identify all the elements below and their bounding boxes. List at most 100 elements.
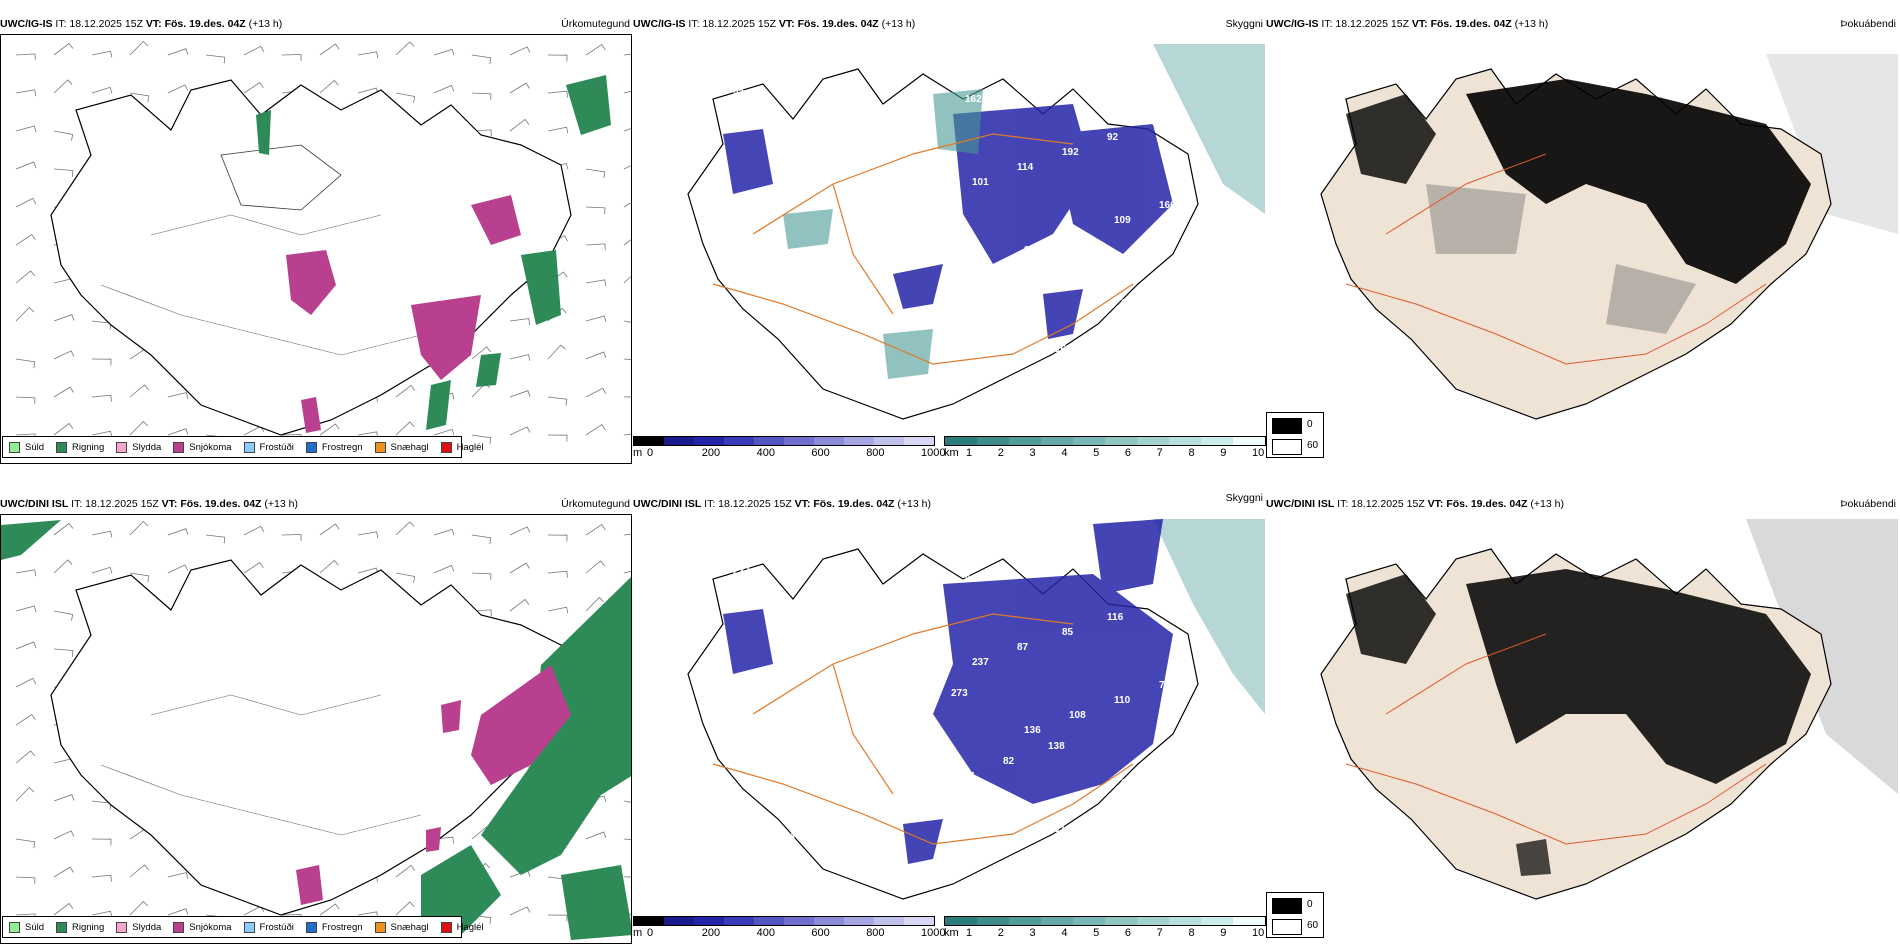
fog-light [1426,184,1696,334]
wind-barb [585,351,607,360]
cloud-base-label: 136 [913,306,930,317]
legend-label: Snjókoma [189,441,232,453]
wind-barb [91,86,113,94]
map-svg [1,520,631,940]
cloud-base-label: 93 [927,192,939,203]
cloud-map-row1[interactable]: 95 97 93 86 192 60 58 101 82 207 99 33 114 109 86 77 162… [633,34,1265,434]
colorbar-tick: 1000 [921,927,946,939]
legend-label: Slydda [132,441,162,453]
colorbar-tick: 8 [1188,447,1195,459]
wind-barb [547,534,568,542]
colorbar-cell [1009,437,1041,445]
wind-barb [547,606,569,614]
wind-barb [585,206,606,215]
wind-barb [15,750,35,764]
legend-item: Frostúði [243,441,294,453]
cloud-map-row2[interactable]: 227 95 82 136 154 104 149 237 108 115 103 121 87 110 9… [633,514,1265,914]
wind-barb [91,358,112,366]
cloud-base-label: 161 [1152,597,1169,608]
fog-dense [1346,569,1811,876]
wind-barb [547,344,566,360]
precip-map-row1[interactable] [0,34,632,464]
colorbar-tick: 0 [647,927,654,939]
wind-barb [623,432,631,439]
wind-barb [509,526,531,536]
wind-barb [623,160,631,170]
unit-label: m [633,447,643,459]
fog-map-row1[interactable] [1266,34,1898,434]
legend-swatch [305,921,317,933]
cloud-base-label: 95 [830,619,842,630]
colorbar-cell [664,437,694,445]
colorbar-cell [977,437,1009,445]
colorbar-cell [945,437,977,445]
wind-barb [243,81,264,94]
colorbar-tick: 600 [811,927,830,939]
legend-swatch [440,921,452,933]
legend-item: Snæhagl [374,441,429,453]
wind-barb [585,596,605,612]
wind-barb [167,564,189,574]
colorbar-cell [694,917,724,925]
wind-barb [53,314,75,322]
wind-barb [167,908,189,916]
map-svg [15,40,631,445]
wind-barb [53,902,74,916]
legend-item: Haglél [440,441,484,453]
wind-barb [53,794,75,802]
wind-barb [205,54,226,64]
colorbar-cell [1233,437,1265,445]
precip-map-row2[interactable] [0,514,632,944]
cloud-base-label: 192 [1062,147,1079,158]
cloud-base-label: 59 [1003,276,1015,287]
colorbar-cell [1169,437,1201,445]
legend-item: Súld [9,921,44,933]
cloud-base-label: 86 [771,268,783,279]
wind-barb [15,876,36,885]
legend-swatch [9,921,20,933]
cloud-base-label: 124 [958,771,975,782]
wind-barb [91,430,113,438]
colorbar-cell [844,917,874,925]
wind-barb [319,523,340,536]
colorbar-tick: 4 [1061,447,1068,459]
legend-item: Frostúði [243,921,294,933]
cloud-base-label: 58 [875,124,887,135]
wind-barb [547,90,568,98]
cloud-base-label: 106 [1152,117,1169,128]
cloud-base-label: 116 [1107,612,1124,623]
colorbar-cell [784,437,814,445]
cloud-base-label: 108 [1069,710,1086,721]
wind-barb [129,92,150,103]
wind-barb [53,42,74,56]
colorbar-cell [1041,917,1073,925]
colorbar-tick: 6 [1124,447,1131,459]
cloud-base-label: 166 [1159,200,1176,211]
legend-label: Súld [25,441,45,453]
legend-label: Frostúði [259,921,294,933]
cloud-base-label: 167 [1055,344,1072,355]
colorbar-cell [814,437,844,445]
wind-barb [53,350,75,360]
cloud-base-label: 95 [733,86,745,97]
legend-swatch [173,921,185,933]
wind-barb [547,914,568,922]
vis-area [1153,44,1265,214]
wind-barb [15,89,37,97]
precip-legend-row2: Súld Rigning Slydda Snjókoma Frostúði Frostre… [2,916,484,938]
wind-barb [15,125,37,133]
wind-barb [15,396,36,405]
cloud-base-label: 60 [778,351,790,362]
wind-barb [509,82,530,94]
wind-barb [91,910,113,918]
wind-barb [15,233,36,246]
legend-swatch [243,441,255,453]
colorbar-cell [874,917,904,925]
wind-barb [91,838,112,846]
legend-label: Snjókoma [189,921,232,933]
fog-map-row2[interactable] [1266,514,1898,914]
cloud-panel-row2: UWC/DINI ISL IT: 18.12.2025 15Z VT: Fös.… [633,492,1265,944]
roads [1345,633,1767,845]
cloud-base-labels: 95 97 93 86 192 60 58 101 82 207 99 33 114 109 86 77 162… [733,86,1183,370]
legend-item: Haglél [440,921,484,933]
